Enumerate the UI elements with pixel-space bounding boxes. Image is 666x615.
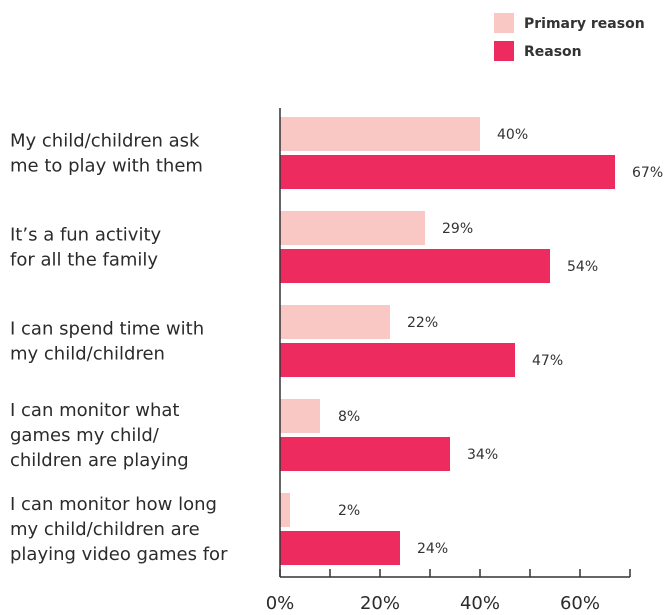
category-label-4-line-2: games my child/ [10, 425, 160, 446]
value-label-primary-reason-5: 2% [338, 503, 360, 519]
category-label-5-line-2: my child/children are [10, 519, 200, 540]
bar-reason-3 [280, 343, 515, 377]
bar-reason-4 [280, 437, 450, 471]
legend-swatch-1 [494, 13, 514, 33]
x-tick-label-3: 40% [460, 593, 500, 614]
category-label-4-line-3: children are playing [10, 450, 189, 471]
value-label-primary-reason-2: 29% [442, 221, 473, 237]
bar-primary-reason-5 [280, 493, 290, 527]
bar-primary-reason-4 [280, 399, 320, 433]
bar-reason-1 [280, 155, 615, 189]
category-label-1-line-2: me to play with them [10, 156, 203, 177]
legend-label-2: Reason [524, 44, 582, 60]
x-tick-label-1: 0% [266, 593, 295, 614]
value-label-reason-1: 67% [632, 165, 663, 181]
legend-swatch-2 [494, 41, 514, 61]
value-label-primary-reason-1: 40% [497, 127, 528, 143]
category-label-2-line-1: It’s a fun activity [10, 225, 162, 246]
bar-primary-reason-3 [280, 305, 390, 339]
category-label-2-line-2: for all the family [10, 250, 158, 271]
category-label-4-line-1: I can monitor what [10, 400, 179, 421]
value-label-reason-4: 34% [467, 447, 498, 463]
value-label-reason-3: 47% [532, 353, 563, 369]
category-labels: My child/children ask me to play with the… [10, 131, 228, 566]
x-tick-label-4: 60% [560, 593, 600, 614]
category-label-1-line-1: My child/children ask [10, 131, 200, 152]
bar-reason-5 [280, 531, 400, 565]
x-tick-label-2: 20% [360, 593, 400, 614]
value-label-primary-reason-4: 8% [338, 409, 360, 425]
bar-primary-reason-1 [280, 117, 480, 151]
category-label-3-line-2: my child/children [10, 344, 165, 365]
bar-reason-2 [280, 249, 550, 283]
value-label-primary-reason-3: 22% [407, 315, 438, 331]
category-label-5-line-1: I can monitor how long [10, 494, 217, 515]
value-label-reason-2: 54% [567, 259, 598, 275]
legend-label-1: Primary reason [524, 16, 645, 32]
bar-primary-reason-2 [280, 211, 425, 245]
value-label-reason-5: 24% [417, 541, 448, 557]
bars: 40% 67% 29% 54% 22% 47% 8% 34% 2% 24% [280, 117, 663, 565]
category-label-5-line-3: playing video games for [10, 544, 228, 565]
legend: Primary reason Reason [494, 13, 645, 61]
category-label-3-line-1: I can spend time with [10, 319, 204, 340]
